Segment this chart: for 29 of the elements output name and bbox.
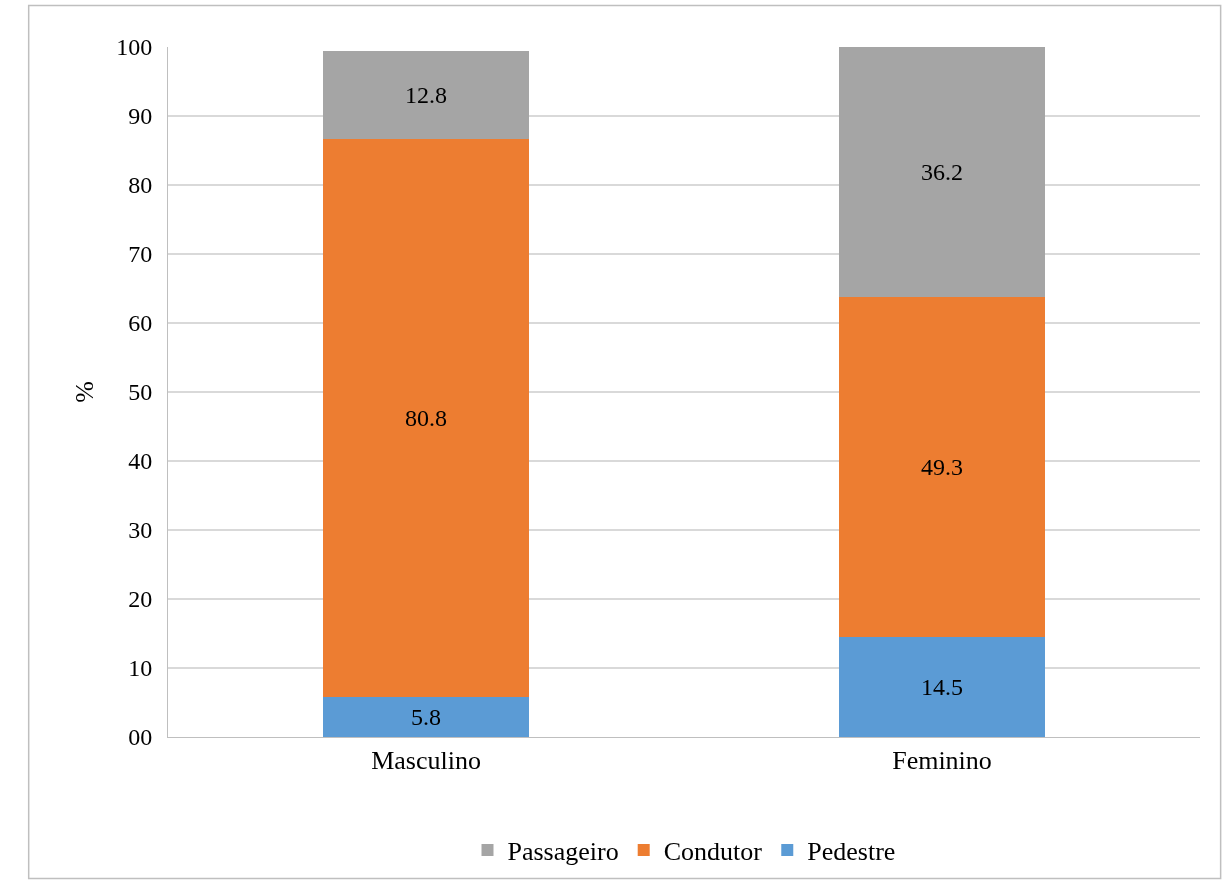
legend-label: Pedestre [807, 837, 896, 867]
data-label: 12.8 [405, 82, 447, 109]
x-tick-label: Masculino [371, 746, 481, 776]
bar [322, 139, 530, 697]
bar [838, 47, 1046, 297]
y-tick-label: 10 [128, 655, 153, 682]
y-tick-label: 20 [128, 586, 153, 613]
bar [322, 51, 530, 140]
y-tick-label: 50 [128, 379, 153, 406]
bar [838, 296, 1046, 637]
bar [322, 696, 530, 737]
legend-label: Passageiro [507, 837, 619, 867]
y-tick-label: 90 [128, 103, 153, 130]
y-tick-label: 100 [116, 34, 153, 61]
data-label: 5.8 [411, 703, 441, 730]
data-label: 49.3 [921, 453, 963, 480]
y-tick-label: 60 [128, 310, 153, 337]
y-tick-label: 40 [128, 448, 153, 475]
y-tick-label: 80 [128, 172, 153, 199]
data-label: 36.2 [921, 158, 963, 185]
y-tick-label: 70 [128, 241, 153, 268]
y-tick-label: 00 [128, 724, 153, 751]
x-tick-label: Feminino [892, 746, 992, 776]
data-label: 14.5 [921, 673, 963, 700]
legend-label: Condutor [663, 837, 763, 867]
data-label: 80.8 [405, 405, 447, 432]
bar [838, 636, 1046, 737]
y-axis-title: % [69, 381, 99, 403]
y-tick-label: 30 [128, 517, 153, 544]
